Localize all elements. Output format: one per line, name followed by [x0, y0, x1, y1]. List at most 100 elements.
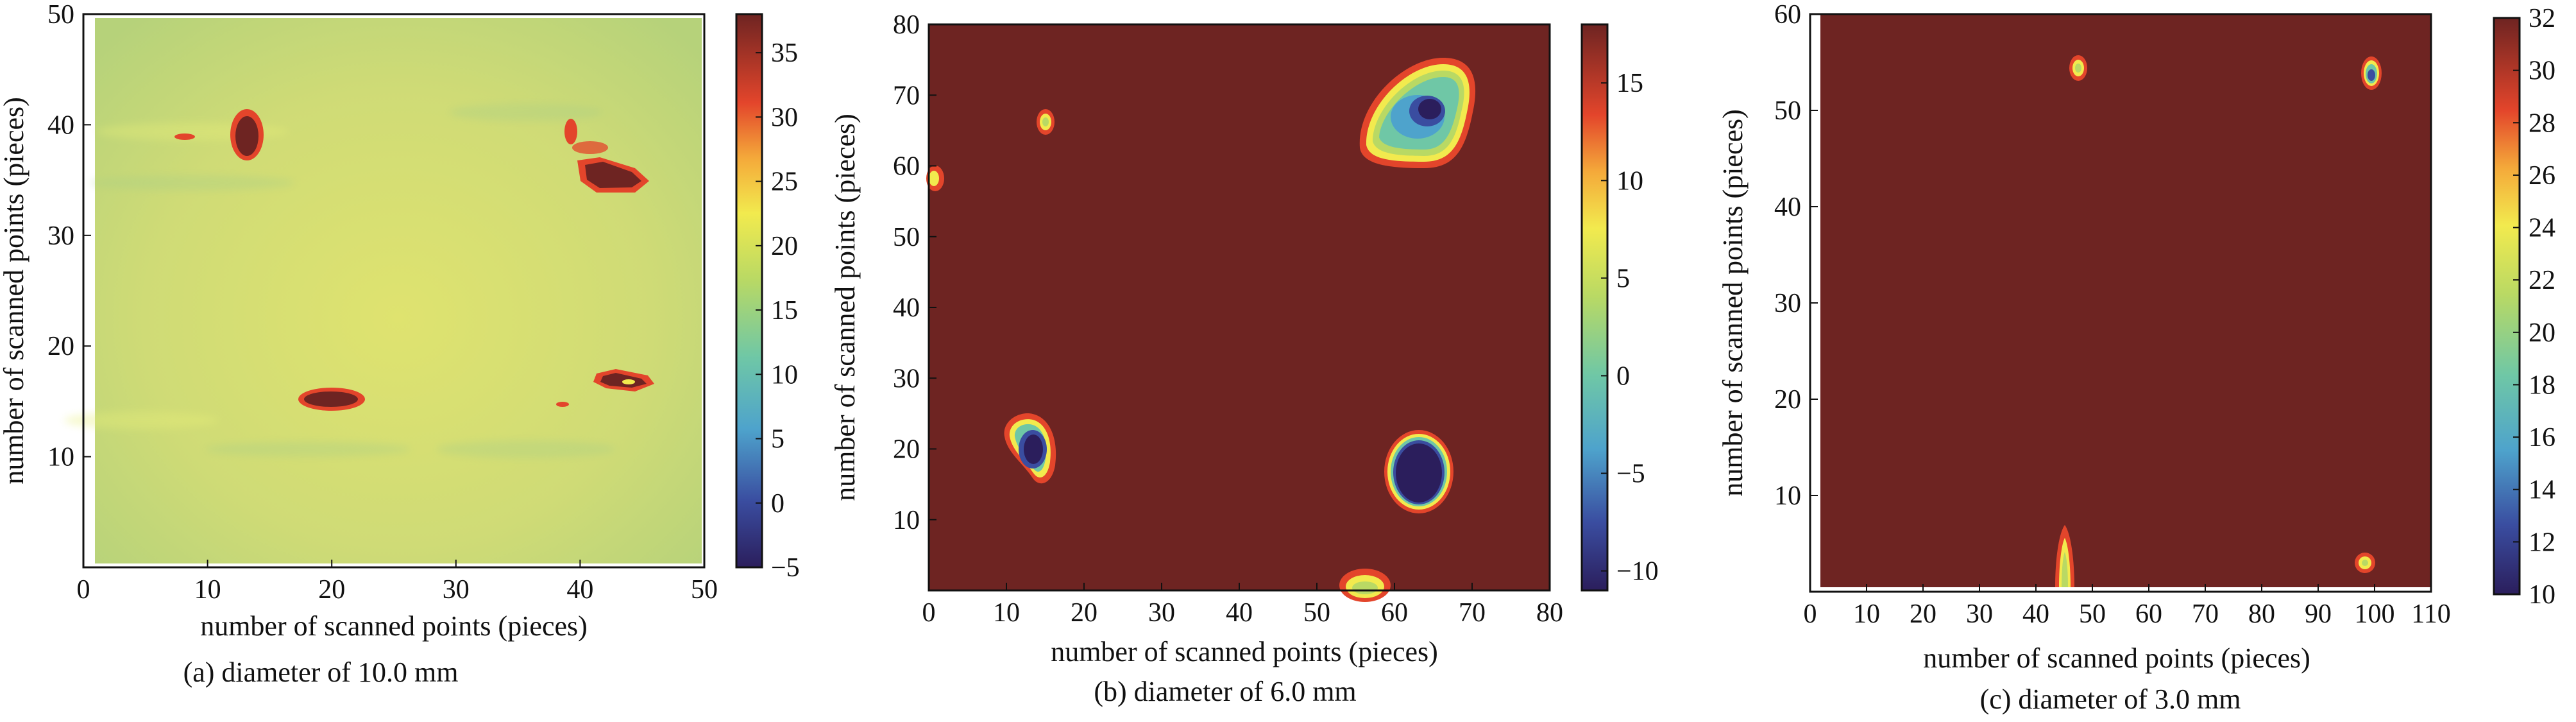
x-tick-label: 60 [2135, 599, 2162, 629]
y-tick-label: 60 [893, 152, 920, 182]
y-tick-label: 50 [1774, 96, 1801, 126]
colorbar-tick-label: 25 [771, 168, 798, 197]
y-tick-label: 40 [47, 110, 74, 140]
y-tick-label: 10 [1774, 481, 1801, 511]
y-tick-label: 40 [893, 293, 920, 323]
defect-spot [2062, 552, 2068, 587]
y-tick-label: 30 [1774, 289, 1801, 318]
xlabel-c: number of scanned points (pieces) [1923, 642, 2310, 674]
y-tick-label: 20 [893, 435, 920, 465]
x-tick-label: 90 [2305, 599, 2332, 629]
y-tick-label: 30 [47, 221, 74, 251]
axis-ticks-c: 0 10 20 30 40 50 60 70 80 90 100 110 10 20 30 40 50 60 [1774, 0, 2451, 629]
colorbar-tick-label: 15 [1616, 69, 1643, 98]
x-tick-label: 30 [1148, 598, 1175, 628]
colorbar-tick-label: 35 [771, 39, 798, 68]
colorbar-tick-label: 5 [771, 425, 784, 454]
defect-spot [235, 116, 258, 156]
caption-c: (c) diameter of 3.0 mm [1980, 683, 2241, 715]
defect-spot [2362, 560, 2368, 566]
x-tick-label: 10 [1853, 599, 1880, 629]
y-tick-label: 50 [47, 0, 74, 30]
colorbar-ticks-a: 35 30 25 20 15 10 5 0 −5 [756, 39, 800, 583]
defect-spot [1042, 117, 1049, 126]
x-tick-label: 0 [922, 598, 936, 628]
colorbar-tick-label: 10 [771, 360, 798, 390]
colorbar-tick-label: 22 [2529, 266, 2555, 295]
defect-spot [304, 391, 358, 407]
y-tick-label: 40 [1774, 193, 1801, 222]
defect-spot [564, 119, 577, 144]
x-tick-label: 0 [77, 575, 90, 605]
x-tick-label: 70 [2192, 599, 2219, 629]
y-tick-label: 20 [1774, 385, 1801, 415]
panel-c: 0 10 20 30 40 50 60 70 80 90 100 110 10 20 30 40 50 60 nu… [1717, 0, 2555, 715]
colorbar-ticks-c: 32 30 28 26 24 22 20 18 16 14 12 10 [2513, 4, 2555, 610]
defect-spot [1024, 434, 1043, 464]
xlabel-a: number of scanned points (pieces) [200, 610, 588, 642]
y-tick-label: 70 [893, 81, 920, 110]
y-tick-label: 50 [893, 223, 920, 252]
colorbar-tick-label: 24 [2529, 214, 2555, 243]
x-tick-label: 10 [194, 575, 221, 605]
heatmap-field-a [95, 18, 702, 563]
defect-spot [2075, 64, 2081, 73]
defect-spot [1352, 581, 1378, 594]
colorbar-ticks-b: 15 10 5 0 −5 −10 [1601, 69, 1659, 587]
caption-a: (a) diameter of 10.0 mm [183, 657, 459, 688]
colorbar-tick-label: 16 [2529, 423, 2555, 452]
colorbar-tick-label: 30 [771, 103, 798, 132]
x-tick-label: 80 [2248, 599, 2275, 629]
x-tick-label: 10 [993, 598, 1020, 628]
colorbar-c [2493, 17, 2521, 596]
colorbar-tick-label: 20 [771, 232, 798, 261]
x-tick-label: 40 [566, 575, 593, 605]
colorbar-tick-label: 30 [2529, 56, 2555, 86]
heatmap-field-c [1820, 14, 2431, 587]
defect-spot [572, 141, 608, 154]
x-tick-label: 30 [1966, 599, 1993, 629]
colorbar-tick-label: 14 [2529, 476, 2555, 505]
defect-spot [2368, 69, 2375, 81]
y-tick-label: 10 [893, 506, 920, 535]
colorbar-tick-label: 10 [2529, 580, 2555, 610]
x-tick-label: 0 [1804, 599, 1817, 629]
colorbar-tick-label: −10 [1616, 557, 1659, 587]
x-tick-label: 50 [1303, 598, 1330, 628]
y-tick-label: 10 [47, 443, 74, 472]
colorbar-tick-label: 0 [771, 489, 784, 519]
colorbar-tick-label: 26 [2529, 161, 2555, 191]
x-tick-label: 20 [318, 575, 345, 605]
x-tick-label: 110 [2411, 599, 2450, 629]
defect-markers-a [174, 109, 654, 411]
x-tick-label: 80 [1536, 598, 1563, 628]
colorbar-a [735, 13, 763, 569]
y-tick-label: 30 [893, 364, 920, 393]
axis-ticks-a: 0 10 20 30 40 50 10 20 30 40 50 [47, 0, 718, 605]
colorbar-tick-label: 32 [2529, 4, 2555, 33]
x-tick-label: 50 [2079, 599, 2106, 629]
axis-ticks-b: 0 10 20 30 40 50 60 70 80 10 20 30 40 50 60 70 80 [893, 10, 1563, 628]
colorbar-tick-label: 12 [2529, 528, 2555, 557]
xlabel-b: number of scanned points (pieces) [1051, 636, 1438, 667]
y-tick-label: 80 [893, 10, 920, 40]
ylabel-a: number of scanned points (pieces) [0, 97, 30, 485]
x-tick-label: 40 [2022, 599, 2049, 629]
defect-markers-b [926, 58, 1476, 602]
x-tick-label: 40 [1226, 598, 1253, 628]
x-tick-label: 70 [1459, 598, 1486, 628]
colorbar-tick-label: −5 [771, 553, 800, 583]
colorbar-tick-label: 15 [771, 296, 798, 325]
y-tick-label: 20 [47, 332, 74, 361]
defect-spot [174, 133, 195, 140]
defect-markers-c [2055, 55, 2382, 587]
defect-spot [1418, 99, 1441, 119]
ylabel-b: number of scanned points (pieces) [829, 114, 861, 501]
defect-spot [1396, 443, 1442, 503]
caption-b: (b) diameter of 6.0 mm [1094, 676, 1356, 707]
x-tick-label: 30 [443, 575, 470, 605]
plot-frame-a [82, 13, 706, 569]
